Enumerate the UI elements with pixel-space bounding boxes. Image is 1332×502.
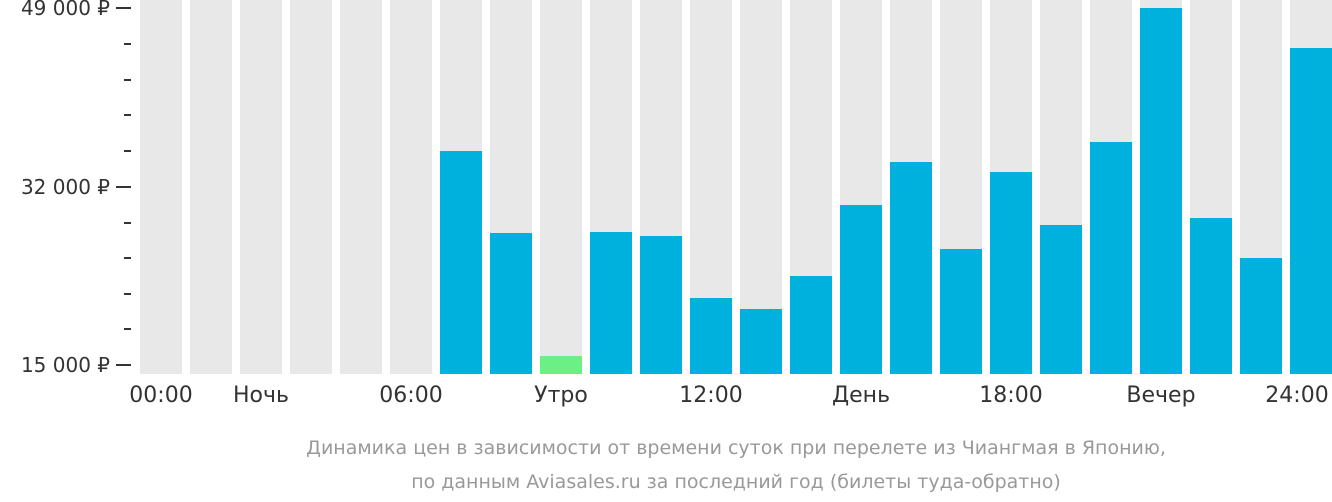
x-axis-label: Вечер <box>1126 383 1196 408</box>
caption-line-2: по данным Aviasales.ru за последний год … <box>411 471 1061 493</box>
bar-background <box>390 0 432 374</box>
bar-background <box>540 0 582 374</box>
y-axis-major-tick <box>116 186 131 188</box>
bar[interactable] <box>1040 225 1082 374</box>
bar[interactable] <box>590 232 632 374</box>
y-axis-minor-tick <box>124 114 131 116</box>
bar[interactable] <box>1290 48 1332 374</box>
y-axis-minor-tick <box>124 328 131 330</box>
x-axis-label: Ночь <box>233 383 289 408</box>
x-axis-label: 12:00 <box>679 383 743 408</box>
bar-min-price[interactable] <box>540 356 582 374</box>
bar[interactable] <box>1090 142 1132 374</box>
bar[interactable] <box>440 151 482 374</box>
bar-background <box>290 0 332 374</box>
x-axis-label: 06:00 <box>379 383 443 408</box>
bar[interactable] <box>1240 258 1282 374</box>
y-axis-minor-tick <box>124 43 131 45</box>
x-axis-label: 24:00 <box>1265 383 1329 408</box>
bar[interactable] <box>640 236 682 374</box>
bar[interactable] <box>840 205 882 374</box>
bar-background <box>190 0 232 374</box>
y-axis-minor-tick <box>124 222 131 224</box>
bar[interactable] <box>990 172 1032 374</box>
bar[interactable] <box>890 162 932 374</box>
bar[interactable] <box>1140 8 1182 374</box>
bar-background <box>240 0 282 374</box>
caption-line-1: Динамика цен в зависимости от времени су… <box>306 437 1166 459</box>
bar[interactable] <box>940 249 982 374</box>
y-axis-major-tick <box>116 7 131 9</box>
y-axis-label: 49 000 ₽ <box>20 0 110 20</box>
bar[interactable] <box>790 276 832 374</box>
x-axis-label: День <box>831 383 891 408</box>
x-axis-label: Утро <box>534 383 588 408</box>
y-axis-minor-tick <box>124 257 131 259</box>
x-axis-label: 00:00 <box>129 383 193 408</box>
bar[interactable] <box>740 309 782 374</box>
y-axis-minor-tick <box>124 293 131 295</box>
y-axis-major-tick <box>116 364 131 366</box>
bar-background <box>140 0 182 374</box>
y-axis-label: 32 000 ₽ <box>20 175 110 199</box>
bar[interactable] <box>490 233 532 374</box>
bar[interactable] <box>1190 218 1232 374</box>
bar[interactable] <box>690 298 732 374</box>
x-axis-label: 18:00 <box>979 383 1043 408</box>
y-axis-minor-tick <box>124 79 131 81</box>
y-axis-minor-tick <box>124 150 131 152</box>
bar-background <box>340 0 382 374</box>
y-axis-label: 15 000 ₽ <box>20 353 110 377</box>
chart-caption: Динамика цен в зависимости от времени су… <box>0 431 1332 499</box>
